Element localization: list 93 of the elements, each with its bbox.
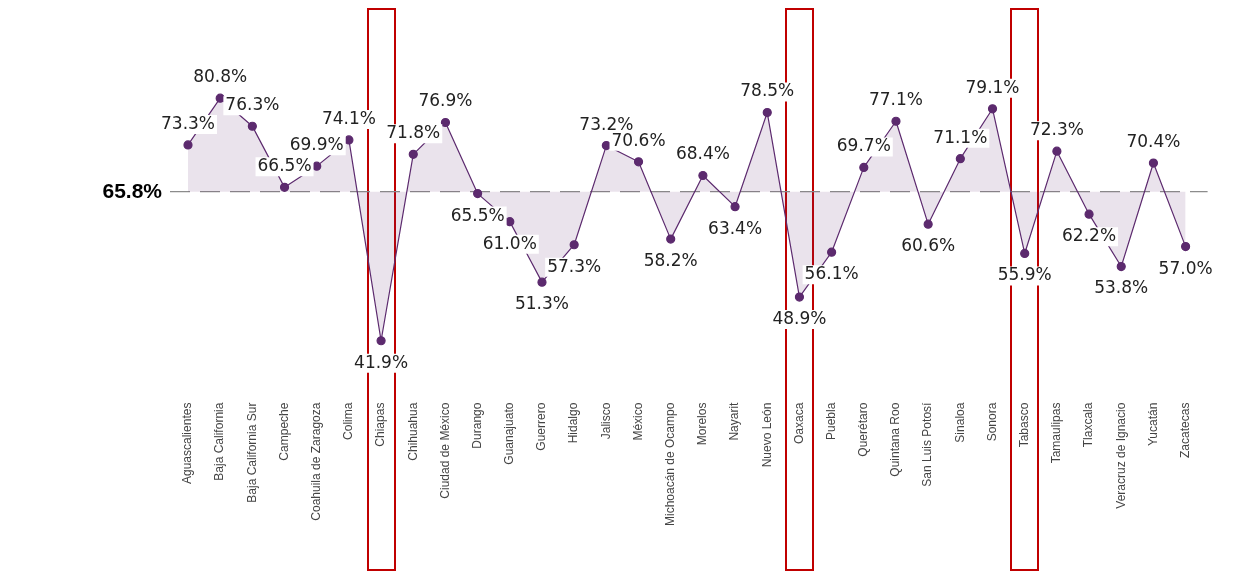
point	[1052, 146, 1062, 156]
data-label: 80.8%	[193, 66, 248, 87]
x-tick-label: Baja California	[212, 402, 227, 481]
data-label: 71.8%	[386, 122, 441, 143]
point	[1181, 242, 1191, 252]
x-tick-label: Sinaloa	[952, 402, 967, 443]
point	[859, 162, 869, 173]
point	[473, 188, 483, 199]
data-label: 79.1%	[965, 76, 1020, 97]
point	[923, 219, 933, 229]
data-label: 53.8%	[1094, 277, 1149, 298]
point	[762, 107, 772, 118]
x-tick-label: Guerrero	[534, 402, 549, 451]
x-tick-label: Hidalgo	[566, 402, 581, 444]
data-label: 71.1%	[933, 126, 988, 147]
data-label: 70.6%	[611, 129, 666, 150]
point	[537, 277, 547, 287]
data-label: 76.9%	[418, 90, 473, 111]
data-label: 55.9%	[997, 264, 1052, 285]
data-label: 61.0%	[482, 232, 537, 253]
x-tick-label: Tamaulipas	[1049, 402, 1064, 464]
data-label: 74.1%	[321, 107, 376, 128]
data-label: 48.9%	[772, 308, 827, 329]
data-label: 62.2%	[1062, 225, 1117, 246]
point	[698, 170, 708, 181]
point	[1020, 248, 1030, 259]
x-tick-label: Quintana Roo	[888, 402, 903, 477]
data-label: 70.4%	[1126, 130, 1181, 151]
point	[247, 121, 257, 131]
point	[569, 240, 579, 250]
x-tick-label: Coahuila de Zaragoza	[309, 402, 324, 521]
x-tick-label: México	[630, 402, 645, 441]
point	[827, 247, 837, 257]
x-tick-label: Puebla	[823, 402, 838, 440]
data-label: 72.3%	[1029, 119, 1084, 140]
data-label: 77.1%	[868, 89, 923, 110]
point	[279, 182, 290, 192]
x-tick-label: Morelos	[695, 402, 710, 446]
x-tick-label: Querétaro	[856, 402, 871, 457]
data-label: 65.5%	[450, 204, 505, 225]
x-tick-label: Sonora	[984, 402, 999, 442]
x-tick-label: Aguascalientes	[180, 402, 195, 484]
data-label: 57.0%	[1158, 257, 1213, 278]
point	[987, 104, 998, 114]
point	[730, 202, 740, 212]
x-tick-label: Campeche	[276, 402, 291, 461]
x-tick-label: Jalisco	[598, 402, 613, 440]
data-label: 66.5%	[257, 155, 312, 176]
point	[1148, 158, 1159, 168]
x-tick-label: Veracruz de Ignacio	[1113, 402, 1128, 509]
point	[376, 336, 386, 346]
point	[215, 93, 225, 103]
point	[633, 157, 644, 167]
point	[440, 117, 451, 128]
x-tick-label: Durango	[469, 402, 484, 449]
point	[408, 149, 418, 159]
x-tick-label: Colima	[341, 402, 356, 440]
x-tick-label: Tlaxcala	[1081, 402, 1096, 448]
ref-line-label: 65.8%	[102, 178, 163, 202]
x-tick-label: San Luis Potosí	[920, 401, 935, 487]
data-label: 60.6%	[901, 235, 956, 256]
data-label: 76.3%	[225, 94, 280, 115]
data-label: 69.7%	[836, 135, 891, 156]
data-label: 51.3%	[514, 293, 569, 314]
data-label: 69.9%	[289, 134, 344, 155]
point	[1116, 261, 1126, 272]
x-tick-label: Zacatecas	[1177, 402, 1192, 458]
data-label: 78.5%	[740, 80, 795, 101]
x-tick-label: Michoacán de Ocampo	[663, 402, 678, 527]
point	[891, 116, 901, 126]
x-tick-label: Guanajuato	[502, 402, 517, 465]
point	[666, 234, 676, 244]
point	[183, 140, 193, 150]
point	[794, 292, 805, 302]
x-tick-label: Chiapas	[373, 402, 388, 447]
point	[1084, 209, 1094, 219]
data-label: 73.3%	[160, 112, 216, 133]
x-tick-label: Yucatán	[1145, 402, 1160, 446]
x-tick-label: Nayarit	[727, 401, 742, 441]
data-label: 58.2%	[643, 250, 698, 271]
x-tick-label: Nuevo León	[759, 402, 774, 468]
x-tick-label: Chihuahua	[405, 402, 420, 461]
x-tick-label: Oaxaca	[791, 402, 806, 444]
point	[955, 154, 965, 164]
x-tick-label: Ciudad de México	[437, 402, 452, 499]
point	[601, 140, 611, 151]
data-label: 63.4%	[708, 217, 763, 238]
data-label: 57.3%	[547, 255, 602, 276]
x-tick-label: Baja California Sur	[244, 402, 259, 503]
x-tick-label: Tabasco	[1017, 402, 1032, 448]
data-label: 68.4%	[675, 143, 730, 164]
data-label: 56.1%	[804, 263, 859, 284]
data-label: 41.9%	[354, 351, 409, 372]
